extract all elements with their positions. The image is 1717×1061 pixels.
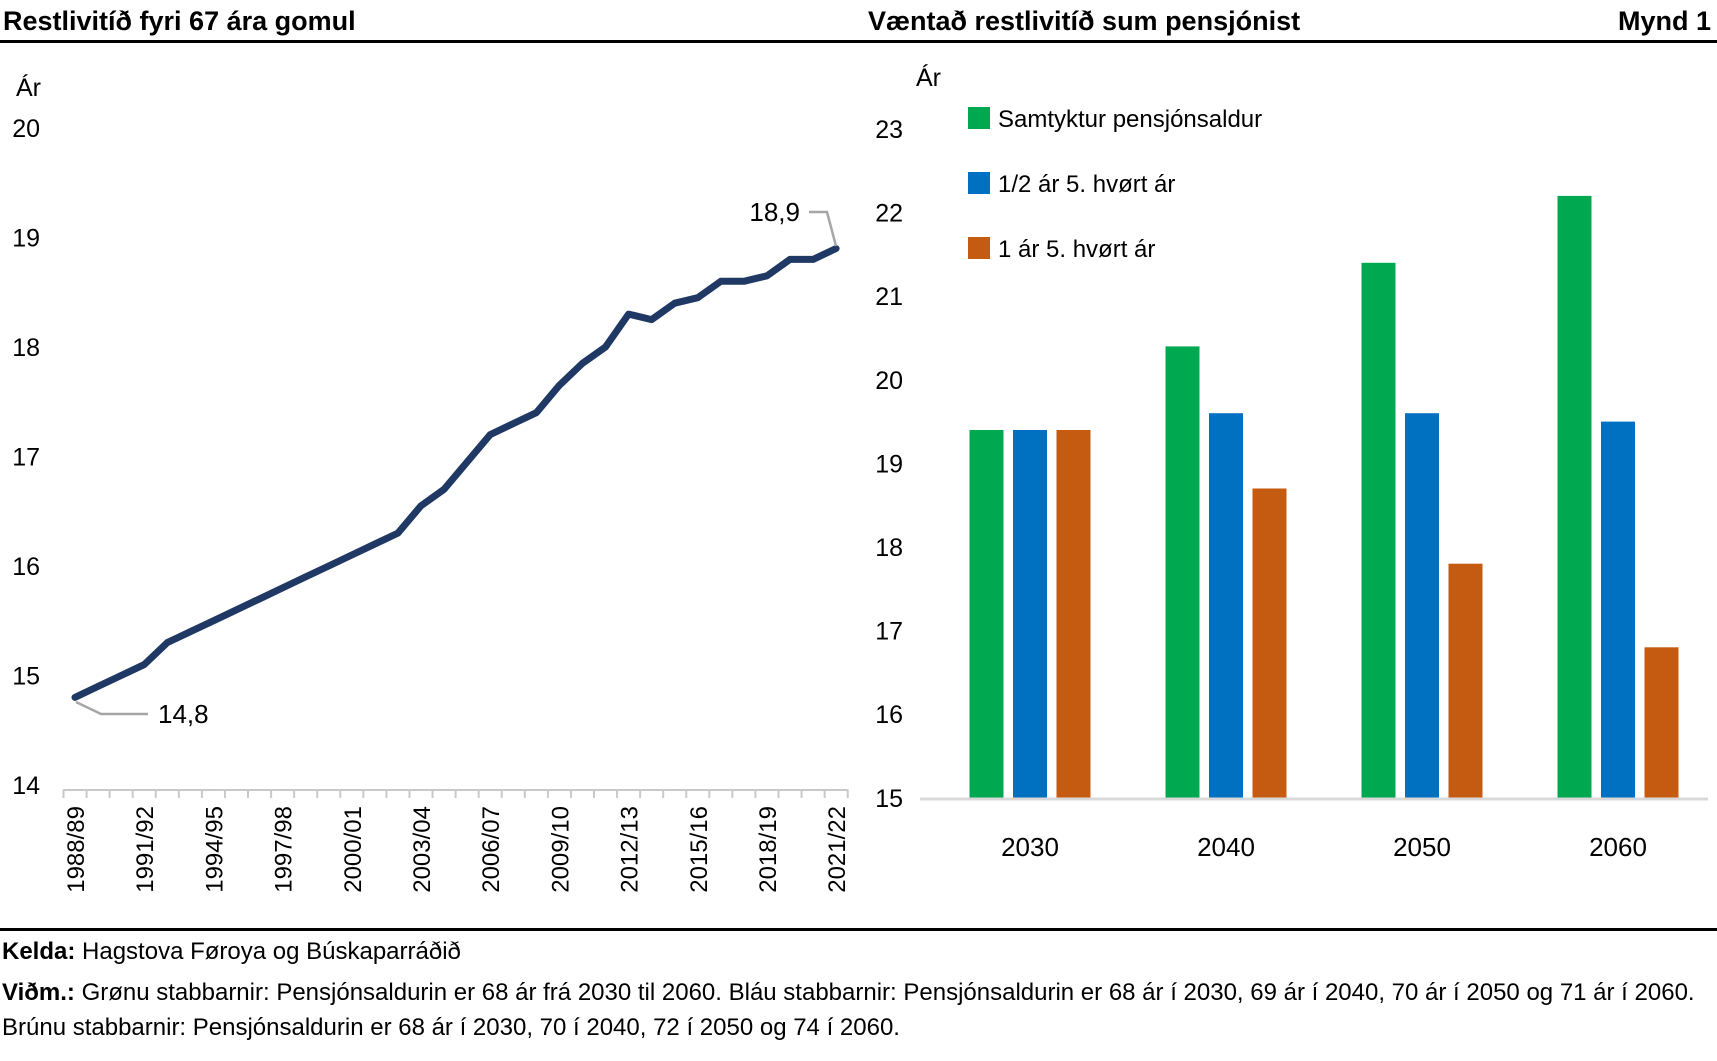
x-axis-category-label: 2050 — [1393, 832, 1451, 862]
y-axis-title: Ár — [16, 73, 41, 102]
bar-2030-blue — [1013, 430, 1047, 799]
bar-2050-orange — [1448, 563, 1483, 799]
y-axis-tick-label: 17 — [875, 618, 903, 646]
x-axis-tick-label: 2021/22 — [824, 806, 851, 893]
bar-2040-blue — [1209, 413, 1243, 799]
legend-label-green: Samtyktur pensjónsaldur — [998, 106, 1262, 133]
x-axis-category-label: 2040 — [1197, 832, 1255, 862]
note-line: Viðm.: Grønu stabbarnir: Pensjónsaldurin… — [2, 975, 1715, 1045]
x-axis-tick-label: 2003/04 — [409, 806, 436, 893]
bar-2050-green — [1361, 262, 1396, 799]
y-axis-tick-label: 20 — [12, 115, 40, 143]
y-axis-tick-label: 16 — [875, 701, 903, 729]
bar-chart: Ár 23 22 21 20 19 18 17 16 15 Samtyktur pensjónsal… — [875, 63, 1708, 862]
life-expectancy-line — [71, 245, 840, 701]
annotation-leader-start — [75, 700, 148, 716]
y-axis-tick-label: 19 — [875, 450, 903, 478]
right-chart-title: Væntað restlivitíð sum pensjónist — [868, 6, 1301, 36]
x-axis-tick-label: 2006/07 — [478, 806, 505, 893]
y-axis-title: Ár — [916, 63, 941, 92]
legend-swatch-blue — [968, 172, 990, 194]
legend-label-orange: 1 ár 5. hvørt ár — [998, 236, 1155, 263]
source-line: Kelda: Hagstova Føroya og Búskaparráðið — [2, 938, 1715, 966]
x-axis-tick-label: 2015/16 — [686, 806, 713, 893]
bar-2040-orange — [1252, 488, 1287, 799]
note-label: Viðm.: — [2, 979, 75, 1006]
x-axis-tick-label: 2009/10 — [547, 806, 574, 893]
source-label: Kelda: — [2, 938, 76, 965]
x-axis-tick-label: 1991/92 — [132, 806, 159, 893]
x-axis-tick-label: 2018/19 — [755, 806, 782, 893]
left-chart-title: Restlivitíð fyri 67 ára gomul — [3, 6, 356, 36]
line-chart: Ár 20 19 18 17 16 15 14 1988/89 1991/92 1994/95 199… — [12, 73, 851, 893]
bar-2050-blue — [1405, 413, 1439, 799]
y-axis-tick-label: 15 — [12, 663, 40, 691]
x-axis-tick-label: 2000/01 — [340, 806, 367, 893]
x-axis-tick-label: 1988/89 — [63, 806, 90, 893]
x-axis-tick-label: 2012/13 — [617, 806, 644, 893]
y-axis-tick-label: 23 — [875, 116, 903, 144]
y-axis-tick-label: 18 — [12, 334, 40, 362]
footer: Kelda: Hagstova Føroya og Búskaparráðið … — [2, 938, 1715, 1045]
x-axis-category-label: 2030 — [1001, 832, 1059, 862]
y-axis-tick-label: 22 — [875, 200, 903, 228]
bar-2060-blue — [1601, 421, 1635, 799]
title-underline — [0, 40, 1717, 43]
source-text: Hagstova Føroya og Búskaparráðið — [75, 938, 461, 965]
y-axis-tick-label: 21 — [875, 283, 903, 311]
note-text: Grønu stabbarnir: Pensjónsaldurin er 68 … — [2, 979, 1695, 1041]
y-axis-tick-label: 19 — [12, 225, 40, 253]
legend-swatch-orange — [968, 237, 990, 259]
annotation-start-value: 14,8 — [158, 699, 209, 729]
footer-divider — [0, 928, 1717, 931]
bar-2060-green — [1557, 195, 1592, 799]
bar-2030-green — [969, 430, 1004, 799]
bar-2030-orange — [1056, 430, 1091, 799]
x-axis-tick-label: 1994/95 — [201, 806, 228, 893]
annotation-leader-end — [809, 210, 838, 247]
y-axis-tick-label: 20 — [875, 367, 903, 395]
y-axis-tick-label: 18 — [875, 534, 903, 562]
y-axis-tick-label: 14 — [12, 772, 40, 800]
bar-2040-green — [1165, 346, 1200, 799]
x-axis-category-label: 2060 — [1589, 832, 1647, 862]
y-axis-tick-label: 17 — [12, 444, 40, 472]
y-axis-tick-label: 15 — [875, 785, 903, 813]
x-axis-tick-label: 1997/98 — [271, 806, 298, 893]
bar-2060-orange — [1644, 647, 1679, 799]
figure-number-label: Mynd 1 — [1617, 6, 1711, 36]
annotation-end-value: 18,9 — [749, 197, 800, 227]
legend-label-blue: 1/2 ár 5. hvørt ár — [998, 171, 1175, 198]
legend-swatch-green — [968, 107, 990, 129]
y-axis-tick-label: 16 — [12, 553, 40, 581]
